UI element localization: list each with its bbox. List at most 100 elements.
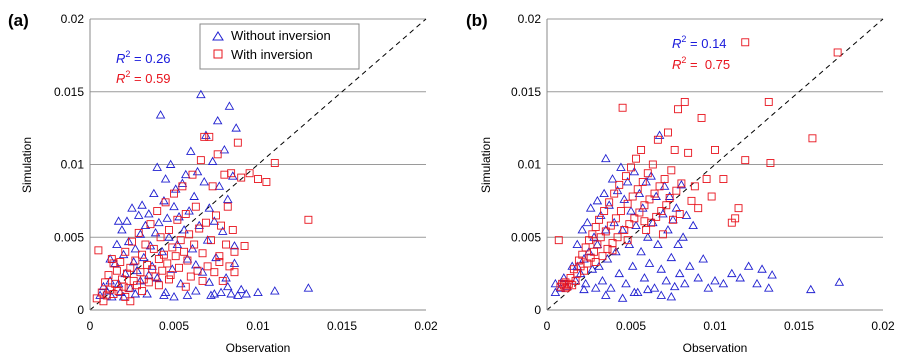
point-without-inversion [226, 289, 236, 298]
point-with-inversion [133, 281, 141, 290]
point-with-inversion [606, 221, 615, 230]
point-without-inversion [130, 289, 141, 298]
point-with-inversion [126, 297, 135, 306]
point-without-inversion [144, 270, 154, 279]
point-with-inversion [228, 226, 237, 234]
point-without-inversion [592, 195, 603, 205]
point-without-inversion [606, 283, 616, 292]
point-without-inversion [644, 258, 655, 267]
point-without-inversion [602, 254, 613, 263]
point-without-inversion [727, 268, 737, 278]
point-with-inversion [121, 247, 130, 256]
point-with-inversion [163, 259, 172, 268]
point-with-inversion [764, 97, 773, 106]
y-axis-label: Simulation [20, 137, 34, 193]
point-with-inversion [637, 145, 646, 154]
point-with-inversion [240, 242, 249, 250]
point-with-inversion [645, 195, 654, 204]
point-with-inversion [687, 196, 696, 205]
point-without-inversion [621, 278, 631, 288]
point-with-inversion [139, 275, 148, 284]
point-with-inversion [165, 275, 173, 284]
point-without-inversion [137, 200, 147, 209]
point-without-inversion [186, 146, 196, 155]
point-with-inversion [672, 186, 681, 195]
point-without-inversion [159, 290, 169, 299]
point-without-inversion [219, 145, 230, 154]
point-with-inversion [254, 175, 262, 184]
point-with-inversion [610, 189, 619, 198]
point-with-inversion [605, 198, 614, 207]
point-without-inversion [661, 275, 672, 285]
point-without-inversion [710, 275, 720, 285]
point-with-inversion [230, 268, 239, 277]
scatter-points [92, 89, 314, 306]
point-without-inversion [154, 217, 164, 227]
point-without-inversion [579, 284, 589, 294]
y-tick-label: 0.01 [61, 158, 85, 172]
point-with-inversion [603, 244, 612, 253]
point-without-inversion [592, 239, 603, 248]
point-with-inversion [205, 132, 214, 141]
point-with-inversion [734, 204, 743, 213]
point-with-inversion [217, 221, 225, 230]
point-with-inversion [595, 215, 604, 224]
point-with-inversion [741, 156, 750, 165]
point-with-inversion [628, 192, 637, 201]
point-with-inversion [648, 160, 657, 169]
point-with-inversion [149, 244, 158, 253]
point-with-inversion [141, 240, 150, 249]
point-with-inversion [643, 169, 652, 178]
point-with-inversion [131, 256, 140, 265]
point-with-inversion [176, 236, 185, 245]
point-without-inversion [627, 261, 638, 270]
point-with-inversion [104, 271, 113, 280]
panel-b-label: (b) [466, 11, 488, 30]
point-without-inversion [629, 287, 640, 296]
point-without-inversion [191, 286, 201, 295]
point-without-inversion [834, 277, 845, 286]
point-without-inversion [170, 184, 181, 193]
legend-label-with-inversion: With inversion [231, 47, 313, 62]
point-without-inversion [196, 89, 206, 99]
point-with-inversion [200, 132, 209, 141]
point-without-inversion [162, 213, 173, 222]
point-without-inversion [763, 283, 774, 292]
point-without-inversion [681, 210, 692, 219]
point-without-inversion [718, 278, 729, 288]
point-with-inversion [670, 145, 679, 154]
point-with-inversion [159, 250, 168, 259]
point-with-inversion [650, 189, 659, 198]
point-with-inversion [227, 169, 236, 178]
point-without-inversion [577, 225, 588, 234]
point-without-inversion [191, 259, 201, 269]
point-with-inversion [658, 230, 667, 239]
point-without-inversion [616, 162, 626, 171]
point-with-inversion [667, 166, 676, 175]
point-without-inversion [676, 179, 687, 189]
point-with-inversion [154, 281, 163, 290]
point-without-inversion [133, 210, 144, 219]
y-tick-labels: 0 0.005 0.01 0.015 0.02 [54, 12, 84, 317]
r2-annotation-without: R2 = 0.14 [672, 34, 727, 51]
point-without-inversion [169, 291, 179, 301]
point-without-inversion [597, 275, 608, 285]
x-tick-label: 0.015 [327, 319, 357, 333]
point-without-inversion [229, 241, 240, 250]
point-without-inversion [805, 284, 816, 294]
point-with-inversion [138, 287, 147, 296]
point-with-inversion [128, 237, 136, 246]
x-tick-labels: 0 0.005 0.01 0.015 0.02 [87, 319, 438, 333]
point-with-inversion [109, 259, 118, 268]
point-with-inversion [642, 226, 651, 234]
point-with-inversion [119, 282, 128, 291]
point-without-inversion [668, 214, 678, 224]
point-with-inversion [198, 249, 207, 258]
point-without-inversion [179, 225, 189, 234]
point-without-inversion [149, 188, 159, 198]
point-without-inversion [678, 232, 688, 241]
r2-annotation-with: R2 = 0.75 [672, 55, 730, 72]
legend-marker-triangle [212, 31, 224, 41]
point-without-inversion [646, 171, 656, 180]
